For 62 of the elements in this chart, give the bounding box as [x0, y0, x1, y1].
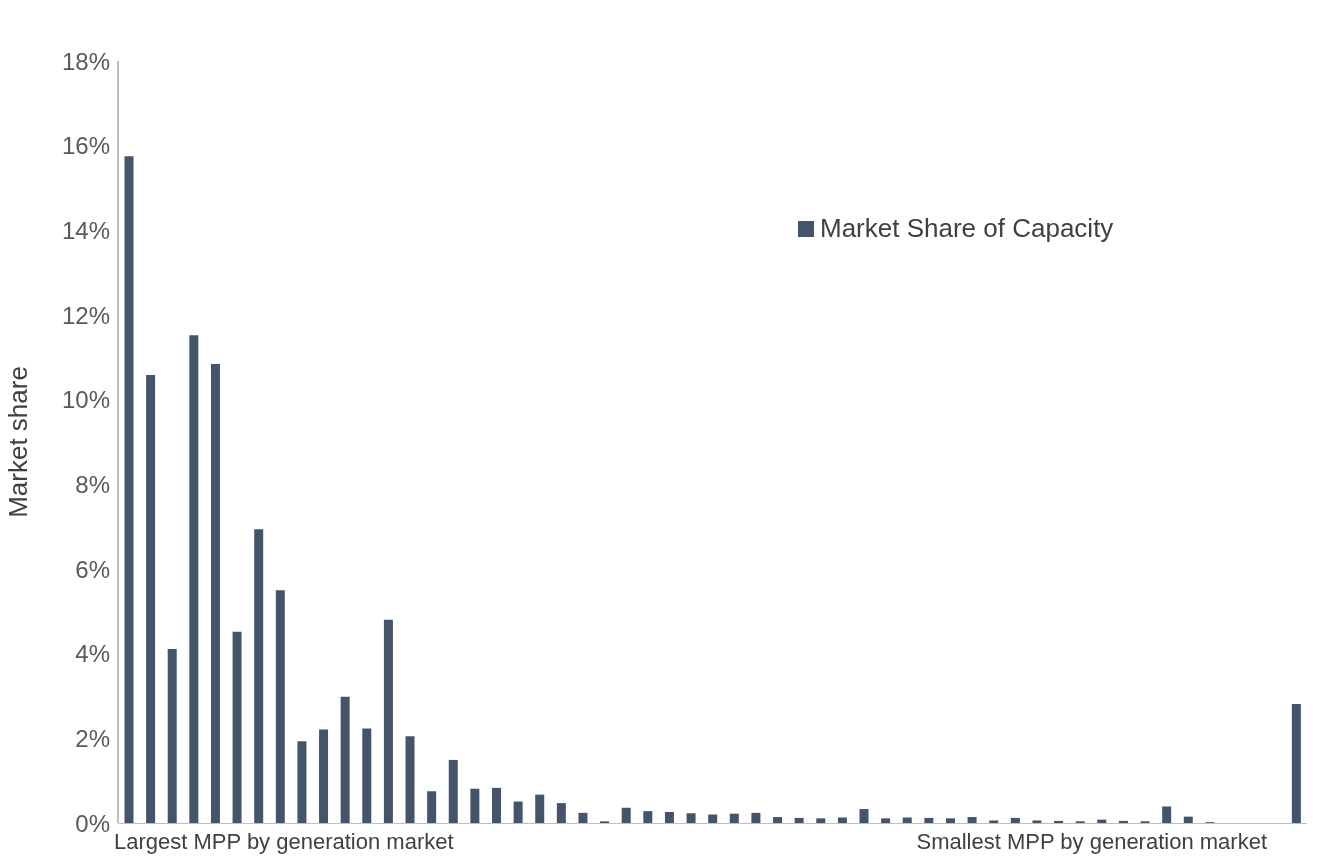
y-tick-label: 0%: [75, 809, 110, 837]
bar: [210, 364, 220, 823]
bar: [967, 817, 977, 823]
bar: [1097, 819, 1107, 823]
y-tick-label: 8%: [75, 470, 110, 498]
bar: [1291, 704, 1301, 823]
y-tick-label: 16%: [61, 132, 110, 160]
bar: [816, 818, 826, 823]
bar: [427, 791, 437, 823]
bar: [686, 813, 696, 823]
bar: [794, 817, 804, 823]
bar: [167, 649, 177, 823]
bar: [232, 631, 242, 823]
bar: [297, 741, 307, 823]
bar: [513, 801, 523, 823]
bar: [729, 813, 739, 823]
bar: [448, 759, 458, 823]
bar: [1183, 816, 1193, 823]
bar: [945, 818, 955, 823]
bar: [837, 817, 847, 823]
bar: [146, 375, 156, 823]
bar: [989, 820, 999, 823]
bar: [773, 817, 783, 823]
bar: [751, 812, 761, 823]
bar: [621, 807, 631, 823]
text: Largest MPP by generation market: [114, 829, 454, 855]
bar: [254, 529, 264, 823]
bar: [1032, 820, 1042, 823]
y-tick-label: 10%: [61, 386, 110, 414]
bar: [1118, 820, 1128, 823]
bar: [1010, 817, 1020, 823]
y-axis-title: Market share: [3, 366, 34, 518]
bar: [470, 788, 480, 823]
bar: [275, 590, 285, 823]
bar: [643, 811, 653, 823]
bar: [1054, 820, 1064, 823]
y-tick-label: 12%: [61, 301, 110, 329]
bar: [340, 696, 350, 823]
bar: [491, 787, 501, 823]
bar: [859, 809, 869, 823]
bar: [319, 729, 329, 823]
y-tick-label: 18%: [61, 47, 110, 75]
bar: [924, 817, 934, 823]
bar: [708, 814, 718, 823]
bar: [383, 619, 393, 823]
bar: [881, 818, 891, 823]
y-tick-label: 4%: [75, 640, 110, 668]
bar: [664, 811, 674, 823]
bar: [1162, 806, 1172, 823]
bar: [362, 728, 372, 823]
bar: [535, 794, 545, 823]
y-tick-label: 6%: [75, 555, 110, 583]
bar: [124, 156, 134, 823]
bar: [405, 736, 415, 823]
legend-label: Market Share of Capacity: [820, 213, 1114, 244]
text: Smallest MPP by generation market: [916, 829, 1267, 855]
bar: [189, 335, 199, 823]
bar: [902, 817, 912, 823]
bar: [556, 803, 566, 823]
bar: [578, 812, 588, 823]
y-tick-label: 14%: [61, 216, 110, 244]
y-tick-label: 2%: [75, 724, 110, 752]
